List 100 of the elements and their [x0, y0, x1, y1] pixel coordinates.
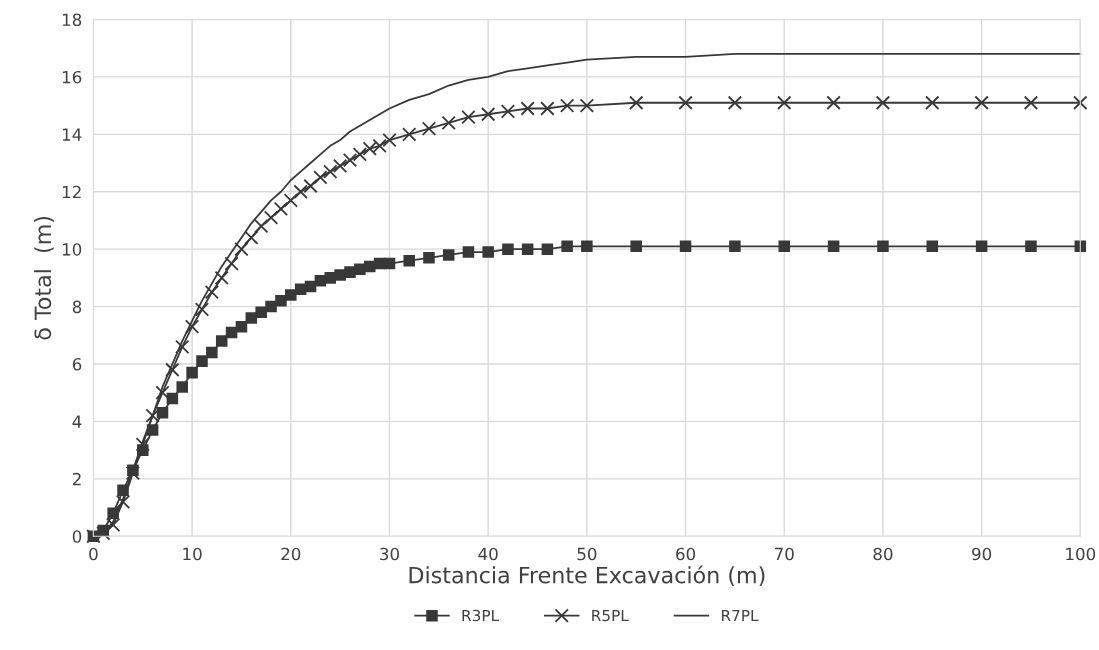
point — [579, 98, 595, 113]
point — [245, 312, 258, 324]
point — [265, 300, 277, 313]
point — [206, 346, 218, 359]
point — [581, 240, 593, 253]
point — [403, 254, 415, 267]
point — [303, 178, 318, 194]
point — [186, 366, 198, 379]
y-tick-label: 14 — [62, 128, 82, 141]
point — [342, 153, 358, 168]
point — [875, 95, 891, 110]
point — [500, 104, 516, 119]
x-tick-label: 10 — [183, 547, 202, 561]
point — [273, 201, 289, 217]
point — [727, 95, 743, 110]
point — [184, 319, 200, 334]
point — [194, 302, 210, 317]
y-tick-label: 0 — [72, 530, 82, 543]
point — [441, 115, 456, 131]
point — [155, 385, 170, 400]
x-tick-label: 20 — [281, 547, 301, 561]
point — [244, 230, 259, 245]
point — [826, 95, 841, 110]
point — [344, 266, 356, 278]
point — [235, 320, 248, 333]
point — [96, 526, 111, 541]
y-tick-label: 10 — [62, 243, 82, 256]
point — [1025, 240, 1037, 253]
y-tick-label: 16 — [62, 70, 82, 84]
point — [313, 170, 328, 185]
point — [974, 95, 989, 110]
point — [462, 246, 475, 258]
point — [145, 408, 160, 423]
point — [334, 269, 346, 281]
point — [778, 240, 791, 253]
point — [421, 121, 437, 136]
point — [520, 101, 535, 116]
point — [125, 465, 141, 481]
point — [204, 285, 219, 300]
legend-label: R5PL — [592, 609, 629, 622]
x-tick-label: 0 — [89, 547, 98, 561]
y-axis-title: δ Total (m) — [34, 216, 54, 340]
point — [176, 381, 189, 393]
point — [332, 158, 348, 174]
point — [323, 164, 338, 179]
point — [540, 101, 555, 116]
point — [362, 141, 377, 156]
point — [156, 407, 169, 419]
point — [382, 132, 397, 148]
legend-label: R3PL — [462, 609, 499, 622]
x-tick-label: 30 — [380, 547, 399, 561]
point — [521, 243, 534, 255]
y-tick-label: 18 — [62, 13, 82, 27]
point — [215, 335, 228, 347]
point — [255, 306, 267, 319]
point — [354, 263, 366, 276]
point — [423, 252, 435, 264]
point — [541, 243, 554, 255]
point — [254, 219, 269, 234]
point — [314, 274, 327, 287]
point — [293, 184, 308, 199]
x-tick-label: 60 — [676, 547, 696, 561]
point — [926, 240, 939, 253]
y-tick-label: 12 — [62, 185, 81, 199]
point — [559, 98, 575, 113]
point — [729, 240, 741, 253]
x-axis-title: Distancia Frente Excavación (m) — [409, 565, 765, 587]
point — [481, 107, 496, 122]
point — [275, 295, 287, 307]
point — [383, 257, 396, 270]
point — [224, 256, 239, 271]
x-tick-label: 80 — [873, 547, 893, 561]
x-tick-label: 100 — [1066, 547, 1096, 561]
x-tick-label: 50 — [577, 547, 597, 561]
point — [372, 138, 387, 153]
point — [777, 95, 792, 110]
point — [678, 95, 693, 110]
point — [196, 355, 208, 367]
point — [214, 270, 229, 286]
point — [285, 289, 297, 301]
y-tick-label: 2 — [72, 472, 81, 486]
point — [975, 240, 988, 253]
x-tick-label: 90 — [972, 547, 992, 561]
point — [679, 240, 692, 253]
legend-label: R7PL — [721, 609, 759, 622]
point — [925, 95, 940, 110]
point — [402, 127, 417, 142]
point — [461, 109, 476, 125]
y-tick-label: 6 — [72, 357, 82, 371]
point — [105, 517, 121, 532]
point — [877, 240, 889, 253]
x-tick-label: 40 — [478, 547, 498, 561]
point — [561, 240, 573, 253]
point — [352, 147, 368, 162]
point — [283, 193, 298, 208]
y-tick-label: 4 — [72, 415, 82, 428]
point — [1023, 95, 1039, 110]
point — [1073, 95, 1088, 110]
point — [165, 362, 180, 377]
point — [263, 210, 279, 225]
